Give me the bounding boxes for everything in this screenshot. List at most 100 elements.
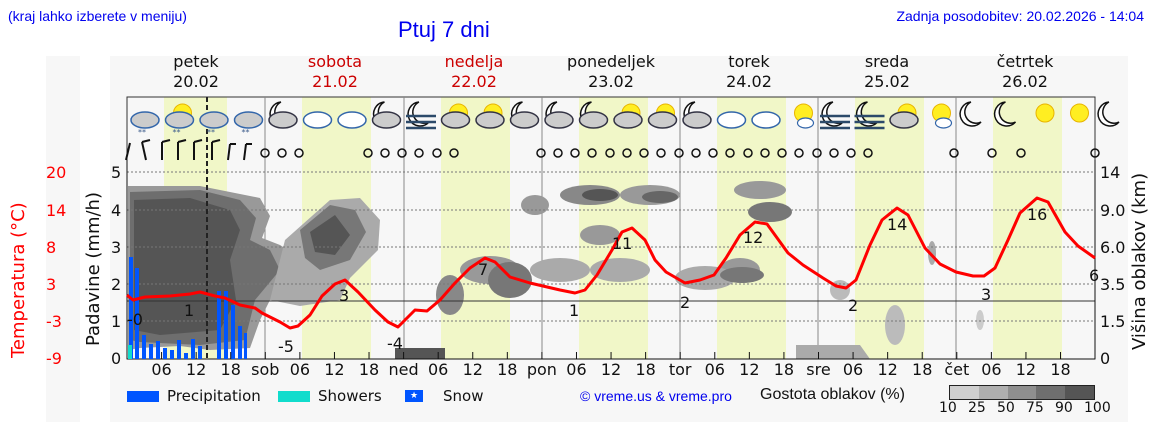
temperature-curve [126,196,1096,330]
x-tick-label: sre [806,360,831,379]
svg-text:1: 1 [569,301,579,320]
svg-text:**: ** [207,128,215,137]
legend-precipitation: Precipitation [127,387,261,405]
x-tick-label: 12 [600,360,622,379]
x-tick-label: 18 [497,360,518,379]
cloud-height-tick: 6.0 [1100,238,1126,257]
temp-tick: 8 [46,238,57,257]
cloud-scale-tick: 100 [1084,400,1111,416]
cloudy-icon [751,111,781,129]
svg-text:**: ** [138,128,146,137]
cloud-scale-tick: 90 [1055,400,1073,416]
day-name: ponedeljek [567,52,655,71]
precipitation-bars [129,257,247,359]
sun-cloud-icon [889,103,919,129]
snow-star-icon: ★ [405,390,423,402]
x-tick-label: 18 [912,360,933,379]
sun-small-cloud-icon [794,103,815,129]
moon-fog-icon [406,101,436,130]
day-header: nedelja 22.02 [419,52,529,92]
day-header: petek 20.02 [141,52,251,92]
cloud-scale-tick: 10 [939,400,957,416]
sun-cloud-icon [440,103,471,129]
svg-text:16: 16 [1027,205,1047,224]
precip-tick: 3 [111,238,122,257]
svg-text:7: 7 [478,260,488,279]
day-date: 23.02 [588,72,634,91]
legend-label: Showers [318,387,382,405]
copyright-link[interactable]: © vreme.us & vreme.pro [580,388,732,404]
cloud-scale-tick: 25 [968,400,986,416]
day-header: ponedeljek 23.02 [556,52,666,92]
x-tick-label: 18 [773,360,795,379]
cloudy-icon [337,111,367,129]
calm-wind-markers [260,148,1100,158]
moon-icon [993,101,1017,127]
x-tick-label: 06 [704,360,725,379]
day-date: 22.02 [451,72,497,91]
day-header: torek 24.02 [694,52,804,92]
legend-label: Snow [443,387,484,405]
day-name: petek [173,52,219,71]
svg-text:14: 14 [887,215,907,234]
x-tick-label: 06 [151,360,172,379]
cloudy-snow-icon: ** [233,111,264,137]
day-date: 26.02 [1002,72,1048,91]
precipitation-swatch [127,390,159,402]
day-date: 25.02 [864,72,910,91]
location-hint: (kraj lahko izberete v meniju) [8,8,187,24]
day-name: nedelja [444,52,504,71]
precip-tick: 5 [111,163,122,182]
temp-tick: -3 [46,312,62,331]
x-tick-label: 06 [981,360,1002,379]
svg-text:3: 3 [981,285,991,304]
precip-tick: 2 [111,275,122,294]
day-name: sobota [307,52,363,71]
showers-swatch [278,390,310,402]
day-header: sobota 21.02 [280,52,390,92]
svg-text:2: 2 [848,296,858,315]
x-tick-label: 18 [635,360,656,379]
cloud-height-tick: 0 [1100,349,1111,368]
svg-text:2: 2 [680,293,690,312]
day-header: sreda 25.02 [832,52,942,92]
day-name: torek [728,52,770,71]
sun-cloud-snow-icon: ** [164,103,195,137]
wind-barbs [125,139,252,161]
x-tick-label: 06 [427,360,449,379]
x-tick-label: 12 [185,360,207,379]
legend-snow: ★ Snow [405,387,483,405]
day-date: 21.02 [312,72,358,91]
weather-icons-row: ** ** ** ** [130,101,1120,137]
x-tick-label: 06 [566,360,587,379]
svg-text:3: 3 [339,286,349,305]
cloud-height-tick: 9.0 [1100,201,1126,220]
x-tick-label: 12 [1015,360,1037,379]
legend-label: Precipitation [167,387,261,405]
x-tick-label: 18 [1050,360,1071,379]
x-tick-label: 12 [462,360,483,379]
cloudy-icon [302,111,333,129]
cloud-height-tick: 3.5 [1100,275,1126,294]
svg-text:1: 1 [184,301,194,320]
moon-fog-icon [820,101,850,130]
moon-icon [959,101,982,127]
precip-tick: 4 [111,201,122,220]
sun-icon [1070,103,1089,123]
moon-cloud-icon [371,101,402,129]
moon-cloud-icon [268,101,298,129]
moon-cloud-icon [544,101,574,129]
svg-text:-5: -5 [278,337,294,356]
sun-cloud-icon [475,103,505,129]
svg-text:-0: -0 [127,310,143,329]
moon-cloud-icon [578,101,609,129]
svg-text:**: ** [242,128,250,137]
cloud-scale-tick: 75 [1026,400,1044,416]
x-tick-label: 12 [877,360,898,379]
precip-tick: 1 [111,312,122,331]
cloudy-snow-icon: ** [199,111,229,137]
precip-tick: 0 [111,349,122,368]
cloud-density-colorbar [949,385,1095,400]
x-tick-label: 06 [289,360,311,379]
